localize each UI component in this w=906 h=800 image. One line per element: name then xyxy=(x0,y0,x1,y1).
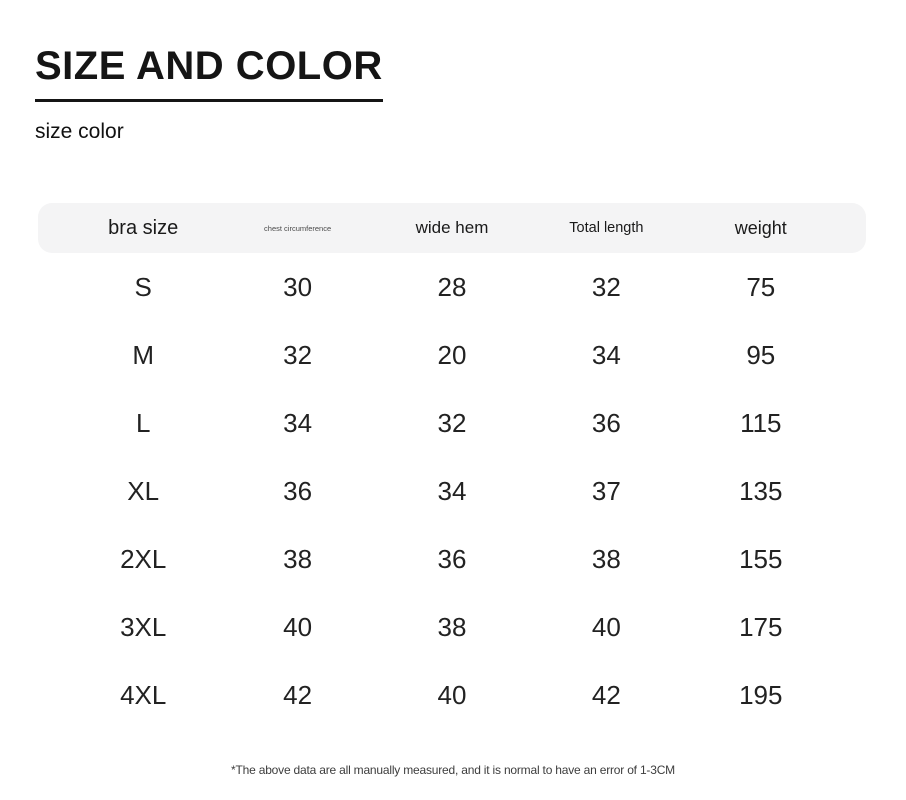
wide-hem-value: 36 xyxy=(437,543,467,574)
size-label: L xyxy=(135,407,151,438)
table-row-2xl: 2XL 38 36 38 155 xyxy=(38,525,866,593)
measurement-disclaimer: *The above data are all manually measure… xyxy=(231,763,675,777)
size-table: bra size chest circumference wide hem To… xyxy=(38,203,866,729)
size-table-body: S 30 28 32 75 M 32 20 34 95 L 34 32 36 1… xyxy=(38,253,866,729)
table-row-4xl: 4XL 42 40 42 195 xyxy=(38,661,866,729)
header-weight: weight xyxy=(734,217,787,238)
wide-hem-value: 34 xyxy=(437,475,467,506)
chest-value: 32 xyxy=(283,339,313,370)
page-title: SIZE AND COLOR xyxy=(35,46,383,102)
header-chest-circumference: chest circumference xyxy=(264,223,332,233)
table-row-3xl: 3XL 40 38 40 175 xyxy=(38,593,866,661)
size-label: 3XL xyxy=(120,611,167,642)
header-bra-size: bra size xyxy=(108,216,179,239)
chest-value: 38 xyxy=(283,543,313,574)
size-label: S xyxy=(134,271,152,302)
size-label: M xyxy=(132,339,155,370)
table-row-l: L 34 32 36 115 xyxy=(38,389,866,457)
wide-hem-value: 20 xyxy=(437,339,467,370)
weight-value: 155 xyxy=(739,543,783,574)
total-length-value: 38 xyxy=(591,543,621,574)
total-length-value: 36 xyxy=(591,407,621,438)
chest-value: 36 xyxy=(283,475,313,506)
total-length-value: 42 xyxy=(591,679,621,710)
size-table-header: bra size chest circumference wide hem To… xyxy=(38,203,866,253)
total-length-value: 32 xyxy=(591,271,621,302)
total-length-value: 40 xyxy=(591,611,621,642)
chest-value: 34 xyxy=(283,407,313,438)
weight-value: 75 xyxy=(746,271,776,302)
header-wide-hem: wide hem xyxy=(415,218,489,237)
header-total-length: Total length xyxy=(569,220,644,236)
table-row-s: S 30 28 32 75 xyxy=(38,253,866,321)
table-row-m: M 32 20 34 95 xyxy=(38,321,866,389)
wide-hem-value: 40 xyxy=(437,679,467,710)
chest-value: 42 xyxy=(283,679,313,710)
wide-hem-value: 28 xyxy=(437,271,467,302)
table-row-xl: XL 36 34 37 135 xyxy=(38,457,866,525)
weight-value: 135 xyxy=(739,475,783,506)
weight-value: 95 xyxy=(746,339,776,370)
wide-hem-value: 32 xyxy=(437,407,467,438)
weight-value: 175 xyxy=(739,611,783,642)
total-length-value: 34 xyxy=(591,339,621,370)
size-label: 2XL xyxy=(120,543,167,574)
total-length-value: 37 xyxy=(591,475,621,506)
chest-value: 30 xyxy=(283,271,313,302)
wide-hem-value: 38 xyxy=(437,611,467,642)
page-subtitle: size color xyxy=(35,120,124,143)
size-label: 4XL xyxy=(120,679,167,710)
weight-value: 195 xyxy=(739,679,783,710)
size-label: XL xyxy=(127,475,160,506)
chest-value: 40 xyxy=(283,611,313,642)
weight-value: 115 xyxy=(740,407,782,438)
